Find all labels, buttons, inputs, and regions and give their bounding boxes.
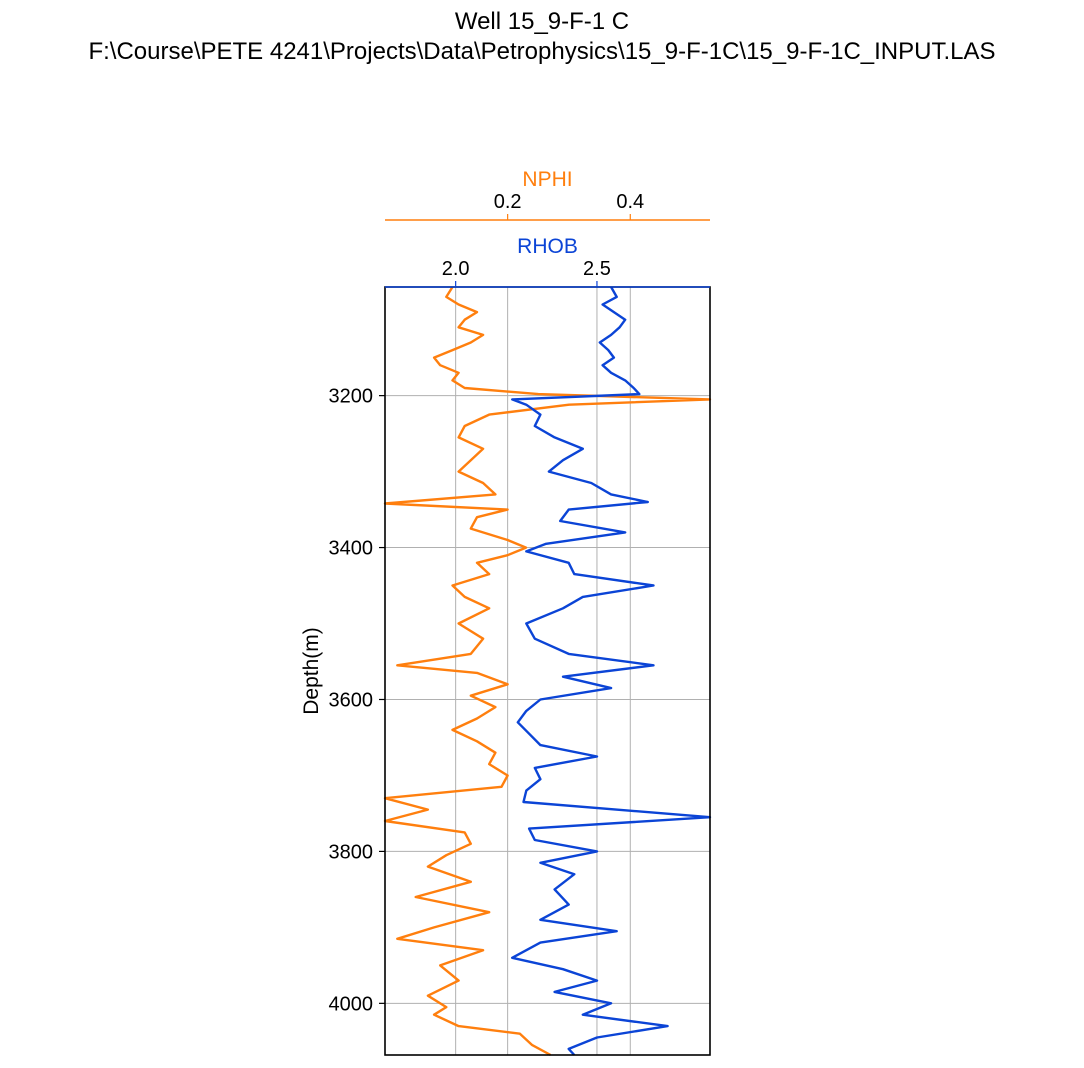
rhob-axis-label: RHOB [517, 235, 578, 258]
depth-tick-label: 3600 [329, 689, 374, 711]
chart-subtitle: F:\Course\PETE 4241\Projects\Data\Petrop… [88, 38, 996, 65]
rhob-tick-label: 2.5 [583, 258, 611, 280]
nphi-tick-label: 0.4 [616, 191, 644, 213]
nphi-tick-label: 0.2 [494, 191, 522, 213]
depth-tick-label: 4000 [329, 993, 374, 1015]
axes-layer: 3200 3400 3600 3800 4000 0.2 0.4 NPHI 2.0 2.5RHOB… [300, 168, 711, 1056]
depth-tick-label: 3800 [329, 841, 374, 863]
depth-tick-label: 3200 [329, 386, 374, 408]
rhob-tick-label: 2.0 [442, 258, 470, 280]
nphi-axis-label: NPHI [522, 168, 572, 191]
nphi-curve [383, 286, 712, 1057]
depth-tick-label: 3400 [329, 538, 374, 560]
depth-axis-label: Depth(m) [300, 627, 323, 715]
chart-title: Well 15_9-F-1 C [454, 8, 630, 35]
series-layer [383, 286, 712, 1057]
rhob-curve [511, 286, 712, 1056]
